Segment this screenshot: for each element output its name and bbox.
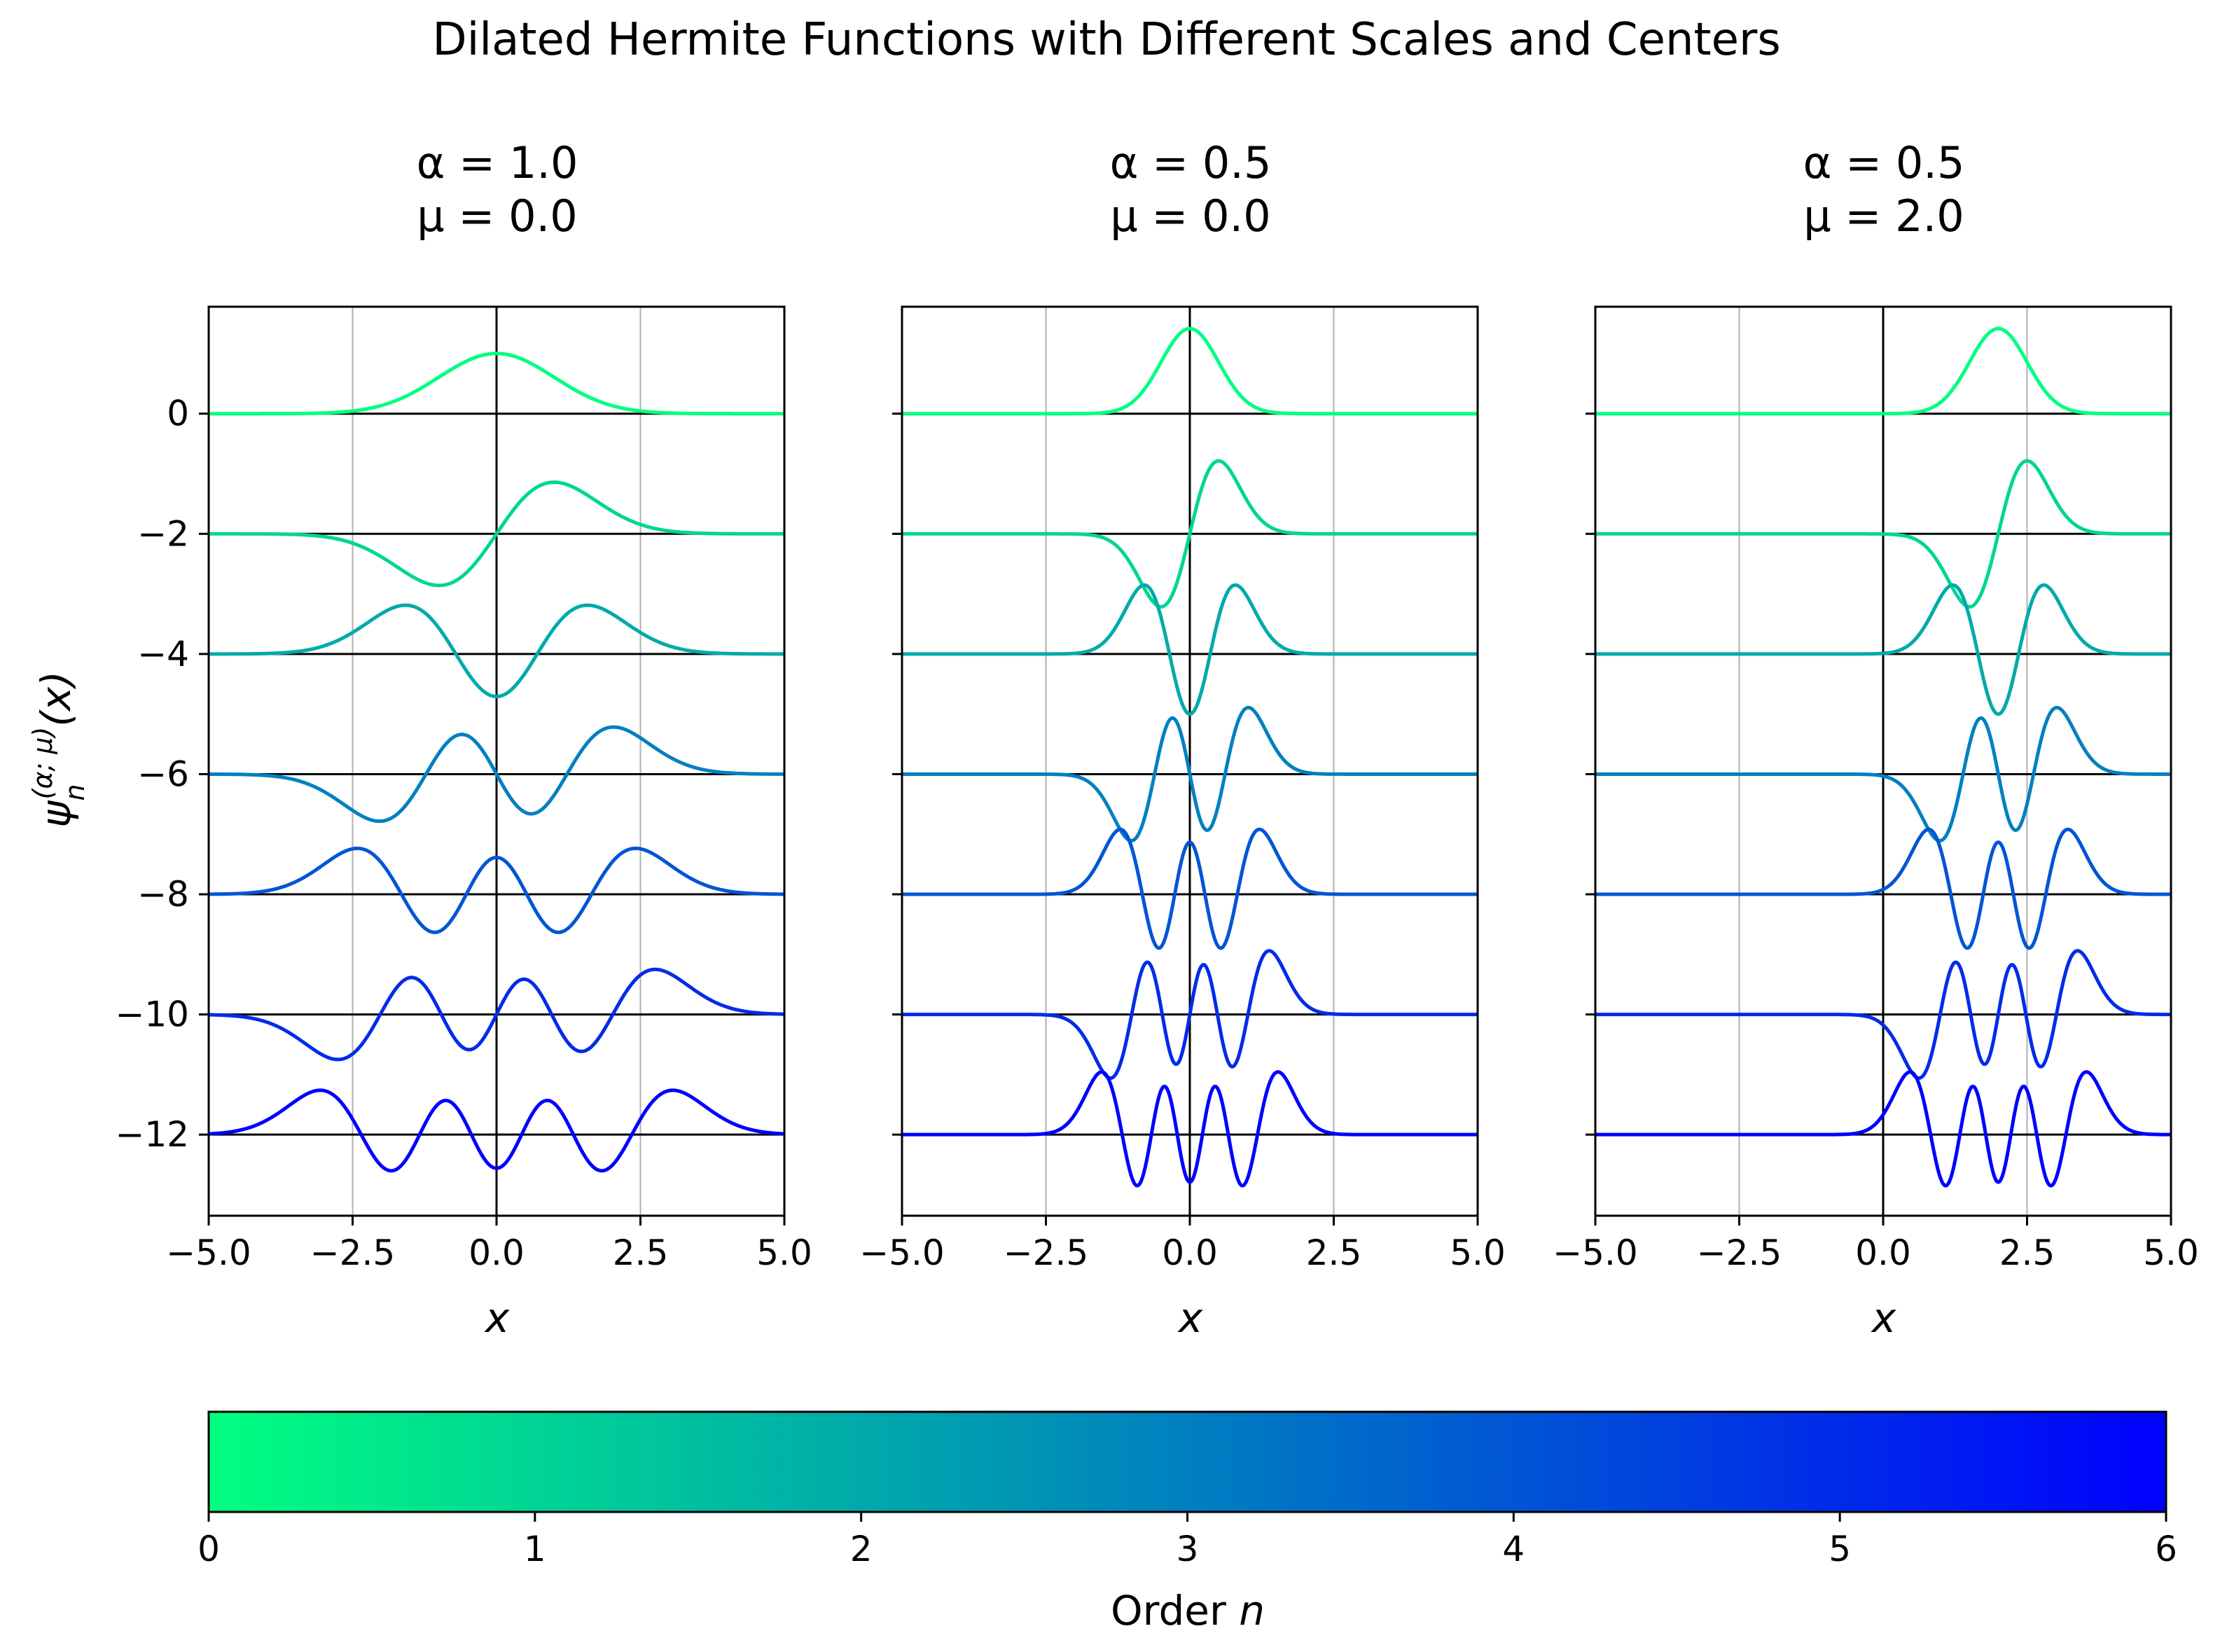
series-n3 — [1595, 705, 2172, 843]
colorbar-tick-label: 3 — [1177, 1529, 1199, 1569]
y-tick-label: −4 — [137, 634, 189, 674]
colorbar-label: Order n — [1111, 1587, 1265, 1634]
y-tick-label: 0 — [167, 394, 189, 434]
series-n1 — [1595, 459, 2172, 609]
y-tick-label: −2 — [137, 513, 189, 554]
panel-2: −5.0 −2.5 0.0 2.5 5.0 — [859, 305, 1506, 1273]
x-tick-label: −5.0 — [859, 1233, 944, 1273]
series-n0 — [208, 352, 785, 416]
x-tick-label: 5.0 — [756, 1233, 812, 1273]
x-tick-label: −5.0 — [166, 1233, 251, 1273]
panel-2-mu-label: μ = 0.0 — [1110, 190, 1270, 242]
y-tick-label: −12 — [115, 1114, 189, 1155]
panel-title-1: α = 1.0 μ = 0.0 — [417, 137, 578, 242]
series-n6 — [208, 1088, 785, 1173]
panel-1-mu-label: μ = 0.0 — [417, 190, 577, 242]
x-axis-label-2: x — [1177, 1294, 1203, 1342]
x-tick-label: −2.5 — [1697, 1233, 1782, 1273]
x-tick-label: 2.5 — [1306, 1233, 1362, 1273]
colorbar-tick-label: 2 — [850, 1529, 873, 1569]
colorbar-tick-label: 5 — [1829, 1529, 1851, 1569]
series-n5 — [901, 949, 1478, 1081]
series-n4 — [901, 827, 1478, 950]
x-tick-label: 2.5 — [613, 1233, 669, 1273]
y-axis-label: ψn(α; μ)(x) — [27, 671, 90, 828]
colorbar-tick-label: 1 — [524, 1529, 546, 1569]
series-n2 — [208, 603, 785, 699]
x-axis-label-1: x — [484, 1294, 510, 1342]
x-tick-label: 0.0 — [469, 1233, 525, 1273]
series-n2 — [1595, 583, 2172, 716]
series-n2 — [901, 583, 1478, 716]
panel-3-alpha-label: α = 0.5 — [1803, 137, 1965, 188]
x-tick-label: 0.0 — [1162, 1233, 1218, 1273]
colorbar-tick-label: 0 — [197, 1529, 220, 1569]
panel-title-2: α = 0.5 μ = 0.0 — [1110, 137, 1272, 242]
series-n1 — [901, 459, 1478, 609]
series-n5 — [1595, 949, 2172, 1081]
x-tick-label: −2.5 — [310, 1233, 395, 1273]
series-n0 — [901, 326, 1478, 416]
series-n6 — [901, 1070, 1478, 1188]
y-tick-label: −6 — [137, 754, 189, 794]
series-n0 — [1595, 326, 2172, 416]
panel-1: −5.0 −2.5 0.0 2.5 5.0 0 −2 −4 −6 −8 −10 −12 — [115, 305, 812, 1273]
x-tick-label: 0.0 — [1855, 1233, 1911, 1273]
plot-panels: −5.0 −2.5 0.0 2.5 5.0 0 −2 −4 −6 −8 −10 −12 −5.0 −2.5… — [115, 305, 2199, 1273]
x-tick-label: −2.5 — [1004, 1233, 1088, 1273]
series-n5 — [208, 967, 785, 1062]
figure-title: Dilated Hermite Functions with Different… — [432, 14, 1780, 66]
panel-3: −5.0 −2.5 0.0 2.5 5.0 — [1553, 305, 2199, 1273]
panel-1-alpha-label: α = 1.0 — [417, 137, 578, 188]
panel-title-3: α = 0.5 μ = 2.0 — [1803, 137, 1965, 242]
colorbar-ticks: 0 1 2 3 4 5 6 — [197, 1512, 2177, 1569]
colorbar-tick-label: 6 — [2155, 1529, 2177, 1569]
series-n4 — [1595, 827, 2172, 950]
series-n4 — [208, 846, 785, 934]
colorbar: 0 1 2 3 4 5 6 Order n — [197, 1410, 2177, 1634]
x-tick-label: 2.5 — [1999, 1233, 2055, 1273]
series-n3 — [901, 705, 1478, 843]
x-tick-label: −5.0 — [1553, 1233, 1637, 1273]
panel-3-mu-label: μ = 2.0 — [1803, 190, 1964, 242]
series-n6 — [1595, 1070, 2172, 1188]
series-n3 — [208, 725, 785, 824]
y-tick-label: −8 — [137, 874, 189, 915]
x-tick-label: 5.0 — [1450, 1233, 1506, 1273]
y-tick-label: −10 — [115, 994, 189, 1035]
x-tick-label: 5.0 — [2143, 1233, 2199, 1273]
panel-2-alpha-label: α = 0.5 — [1110, 137, 1272, 188]
colorbar-gradient — [207, 1410, 2167, 1513]
series-n1 — [208, 480, 785, 588]
colorbar-tick-label: 4 — [1502, 1529, 1525, 1569]
x-axis-label-3: x — [1871, 1294, 1896, 1342]
